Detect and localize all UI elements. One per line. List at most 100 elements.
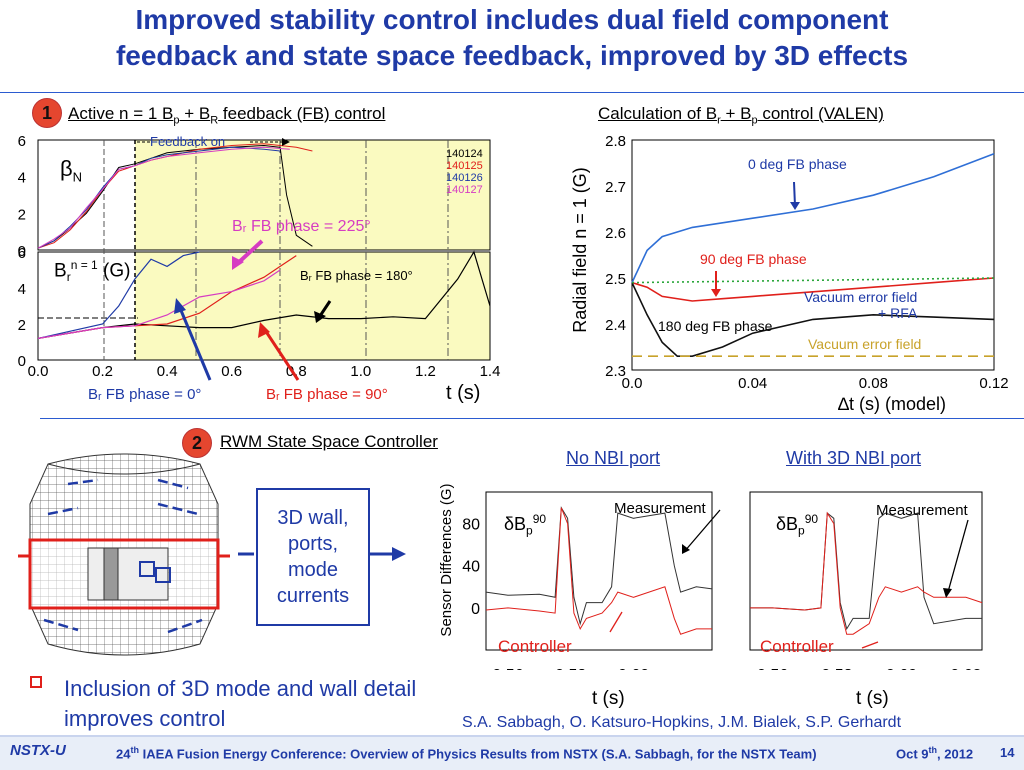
arrow-0-head [174,298,186,314]
br-series-line [37,250,491,339]
section2-title: RWM State Space Controller [220,432,438,451]
vessel-top-rim [47,463,201,475]
x-tick-label: 0.0 [622,375,643,392]
sensor-coils [43,478,203,634]
slide-title: Improved stability control includes dual… [0,2,1024,74]
controller-line [750,511,983,635]
section1-title: Active n = 1 Bp + BR feedback (FB) contr… [68,104,386,127]
shot-legend-item: 140127 [446,184,483,196]
annotation-0: Bᵣ FB phase = 0° [88,386,202,403]
calc-ann-90deg: 90 deg FB phase [700,251,807,267]
arrow-90deg-head [711,289,721,297]
annotation-225: Bᵣ FB phase = 225° [232,218,371,235]
section-divider [40,418,1024,419]
arrow-225 [236,239,264,265]
y-tick-label: 2.7 [605,179,626,196]
footer-conference: 24th IAEA Fusion Energy Conference: Over… [116,745,817,762]
y-tick-label: 6 [18,133,26,150]
bullet-text: Inclusion of 3D mode and wall detail imp… [64,676,417,731]
nstx-logo: NSTX-U [10,742,66,759]
y-tick-label: 2 [18,317,26,334]
section2-badge: 2 [182,428,212,458]
controller-line [485,507,712,635]
br-series-line [37,269,281,339]
footer-date: Oct 9th, 2012 [896,745,974,762]
y-tick-label: 40 [462,559,480,576]
arrow-225-head [232,256,244,270]
center-column [103,547,119,601]
x-tick-label: 0.60 [886,667,917,670]
arrow-180 [318,300,332,317]
betaN-label: βN [60,156,83,185]
section1-series [37,143,491,339]
arrow-0deg-head [790,202,800,210]
state-space-plots: 0.56 0.58 0.60 0 40 80 0.56 0.58 0.60 0.62 [462,491,983,670]
annotation-180: Bᵣ FB phase = 180° [300,268,413,283]
ss-ylabel: Sensor Differences (G) [438,483,455,637]
x-tick-label: 1.4 [480,363,501,380]
ss-xlabel-right: t (s) [856,688,889,709]
x-tick-label: 0.0 [28,363,49,380]
wall-box-line: currents [276,585,350,607]
wall-box-line: mode [287,559,339,581]
ss-axes: 0.56 0.58 0.60 0 40 80 0.56 0.58 0.60 0.62 [462,517,981,670]
title-divider [0,92,1024,93]
db-label-right: δBp90 [776,512,819,538]
section1-xlabel: t (s) [446,382,481,404]
betaN-series-line [37,146,290,249]
x-tick-label: 0.62 [950,667,981,670]
controller-label-right: Controller [760,637,834,656]
arrow-0 [178,307,212,381]
br-label: Brn = 1 (G) [54,258,131,285]
controller-label-left: Controller [498,637,572,656]
y-tick-label: 0 [18,243,26,260]
feedback-arrow-head [282,138,290,146]
arrow-measurement-left-head [682,544,690,554]
db-label-left: δBp90 [504,512,547,538]
calc-series-line [631,277,995,302]
bullet-marker [30,676,42,688]
x-tick-label: 0.2 [92,363,113,380]
footer: NSTX-U 24th IAEA Fusion Energy Conferenc… [0,735,1024,770]
arrow-controller-left [609,611,623,633]
y-tick-label: 80 [462,517,480,534]
coil-square [155,567,171,583]
y-tick-label: 6 [18,245,26,262]
vessel-wireframe-image [18,453,230,656]
x-tick-label: 0.56 [757,667,788,670]
calc-xlabel: ∆t (s) (model) [838,394,947,414]
flow-arrow-head [392,547,406,561]
arrow-90-head [258,322,270,338]
calc-plot: 2.3 2.4 2.5 2.6 2.7 2.8 0.0 0.04 0.08 0.12 [605,133,1008,392]
measurement-label-right: Measurement [876,502,968,519]
y-tick-label: 0 [471,601,480,618]
x-tick-label: 0.4 [157,363,178,380]
arrow-controller-right [861,641,879,649]
feedback-shade-top [135,140,490,250]
wall-model-box: 3D wall, ports, mode currents [256,488,370,626]
y-tick-label: 2.3 [605,363,626,380]
calc-series-line [631,282,995,357]
y-tick-label: 2 [18,206,26,223]
calc-series-line [631,277,995,284]
arrow-measurement-left [683,509,721,553]
x-tick-label: 0.60 [618,667,649,670]
calc-ann-vac: Vacuum error field [808,336,922,352]
annotation-90: Bᵣ FB phase = 90° [266,386,388,403]
y-tick-label: 4 [18,170,26,187]
slide-title-line2: feedback and state space feedback, impro… [115,40,909,71]
y-tick-label: 2.6 [605,225,626,242]
y-tick-label: 4 [18,281,26,298]
x-tick-label: 0.6 [221,363,242,380]
arrow-measurement-right [947,519,969,593]
x-tick-label: 1.2 [415,363,436,380]
x-tick-label: 0.58 [821,667,852,670]
shot-legend-item: 140125 [446,160,483,172]
x-tick-label: 0.56 [492,667,523,670]
shot-legend-item: 140126 [446,172,483,184]
calc-ann-0deg: 0 deg FB phase [748,156,847,172]
shot-legend-item: 140124 [446,148,483,160]
y-tick-label: 2.5 [605,271,626,288]
